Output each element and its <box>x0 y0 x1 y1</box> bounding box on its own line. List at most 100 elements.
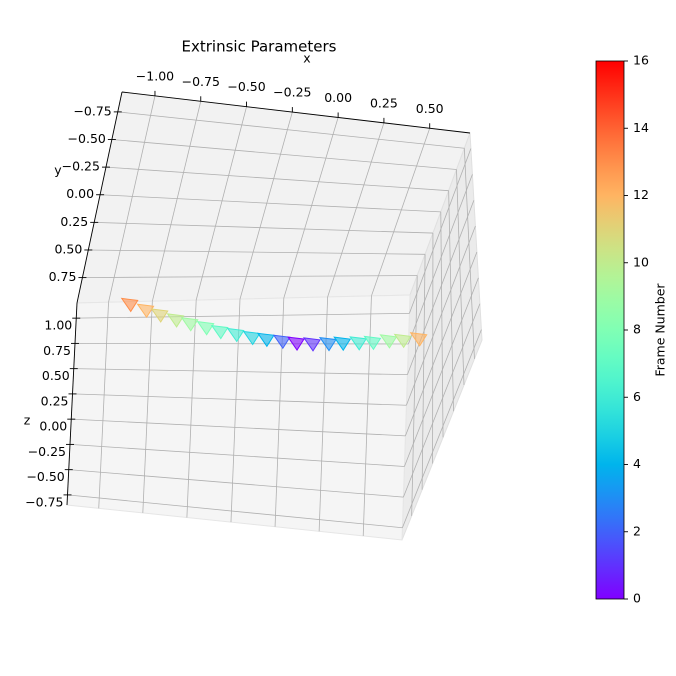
camera-marker <box>379 334 398 349</box>
y-tick-label: 0.00 <box>66 186 94 201</box>
z-tick-label: −0.25 <box>28 444 66 459</box>
grid-line <box>448 190 454 412</box>
x-tick-label: 0.25 <box>370 95 398 110</box>
grid-line <box>105 166 449 192</box>
grid-line <box>68 469 404 498</box>
grid-line <box>283 117 339 299</box>
grid-line <box>67 494 403 529</box>
z-tick-label: 0.25 <box>41 393 69 408</box>
camera-marker <box>120 297 139 313</box>
grid-line <box>82 275 418 278</box>
grid-line <box>402 329 482 528</box>
camera-marker <box>226 327 245 343</box>
colorbar-tick-label: 0 <box>633 591 641 606</box>
camera-marker <box>318 336 337 352</box>
grid-line <box>318 296 329 532</box>
x-tick-label: −1.00 <box>136 68 174 83</box>
x-tick-label: −0.75 <box>182 74 220 89</box>
colorbar-tick-label: 14 <box>633 120 649 135</box>
camera-marker <box>409 332 428 347</box>
grid-line <box>405 251 478 437</box>
chart-title: Extrinsic Parameters <box>182 38 337 56</box>
camera-marker <box>242 330 261 346</box>
grid-line <box>108 95 156 303</box>
grid-line <box>69 444 405 467</box>
y-axis-label: y <box>54 163 62 178</box>
grid-line <box>71 418 406 437</box>
grid-line <box>421 254 426 490</box>
colorbar-tick-label: 4 <box>633 456 641 471</box>
y-tick-label: −0.25 <box>62 159 100 174</box>
grid-line <box>186 300 197 518</box>
grid-line <box>463 148 475 359</box>
x-axis-line <box>121 91 471 134</box>
grid-line <box>411 275 418 516</box>
grid-line <box>72 393 407 406</box>
camera-marker <box>166 313 185 328</box>
grid-line <box>456 169 465 386</box>
grid-line <box>111 139 457 170</box>
z-tick-label: 0.75 <box>43 343 71 358</box>
grid-line <box>362 295 372 536</box>
x-tick-label: −0.50 <box>227 79 265 94</box>
z-axis-line <box>66 302 78 506</box>
grid-line <box>440 211 444 438</box>
camera-marker <box>180 317 199 332</box>
camera-marker <box>210 324 229 340</box>
grid-line <box>142 301 153 513</box>
x-tick-label: 0.00 <box>324 90 352 105</box>
grid-line <box>239 111 293 300</box>
z-tick-label: 0.00 <box>39 419 67 434</box>
colorbar-label: Frame Number <box>653 283 668 377</box>
grid-line <box>406 226 476 406</box>
colorbar-tick-label: 8 <box>633 322 641 337</box>
camera-marker <box>333 336 352 352</box>
pane-top <box>76 91 471 304</box>
grid-line <box>76 312 410 319</box>
colorbar-tick-label: 6 <box>633 389 641 404</box>
grid-line <box>403 303 481 498</box>
x-axis-label: x <box>303 51 310 66</box>
grid-line <box>404 277 479 467</box>
camera-marker <box>136 303 155 319</box>
z-axis-label: z <box>24 413 31 428</box>
grid-line <box>407 200 475 375</box>
colorbar <box>595 60 625 600</box>
grid-line <box>100 194 441 213</box>
camera-marker <box>150 308 169 323</box>
colorbar-tick-label: 12 <box>633 187 649 202</box>
camera-marker <box>302 337 321 352</box>
y-tick-label: 0.25 <box>60 214 88 229</box>
grid-line <box>98 302 109 509</box>
camera-marker <box>196 321 215 336</box>
camera-marker <box>272 334 291 350</box>
y-tick-label: 0.50 <box>54 241 82 256</box>
grid-line <box>409 148 472 314</box>
camera-marker <box>363 335 382 351</box>
grid-line <box>73 368 408 376</box>
camera-marker <box>256 332 275 348</box>
x-tick-label: −0.25 <box>273 85 311 100</box>
grid-line <box>88 249 426 255</box>
y-axis-line <box>76 91 123 304</box>
y-tick-label: −0.75 <box>73 103 111 118</box>
grid-line <box>408 174 473 345</box>
y-tick-label: 0.75 <box>49 269 77 284</box>
camera-marker <box>286 336 305 351</box>
grid-line <box>117 111 465 149</box>
grid-line <box>151 101 202 302</box>
grid-line <box>94 221 433 234</box>
camera-marker <box>349 336 368 351</box>
z-tick-label: 1.00 <box>44 318 72 333</box>
y-tick-label: −0.50 <box>68 131 106 146</box>
grid-line <box>195 106 247 301</box>
grid-line <box>327 122 385 298</box>
colorbar-tick-label: 2 <box>633 523 641 538</box>
z-tick-label: −0.50 <box>26 469 64 484</box>
camera-marker <box>393 333 412 349</box>
grid-line <box>74 342 409 345</box>
colorbar-tick-label: 16 <box>633 53 649 68</box>
z-tick-label: 0.50 <box>42 368 70 383</box>
z-tick-label: −0.75 <box>25 494 63 509</box>
